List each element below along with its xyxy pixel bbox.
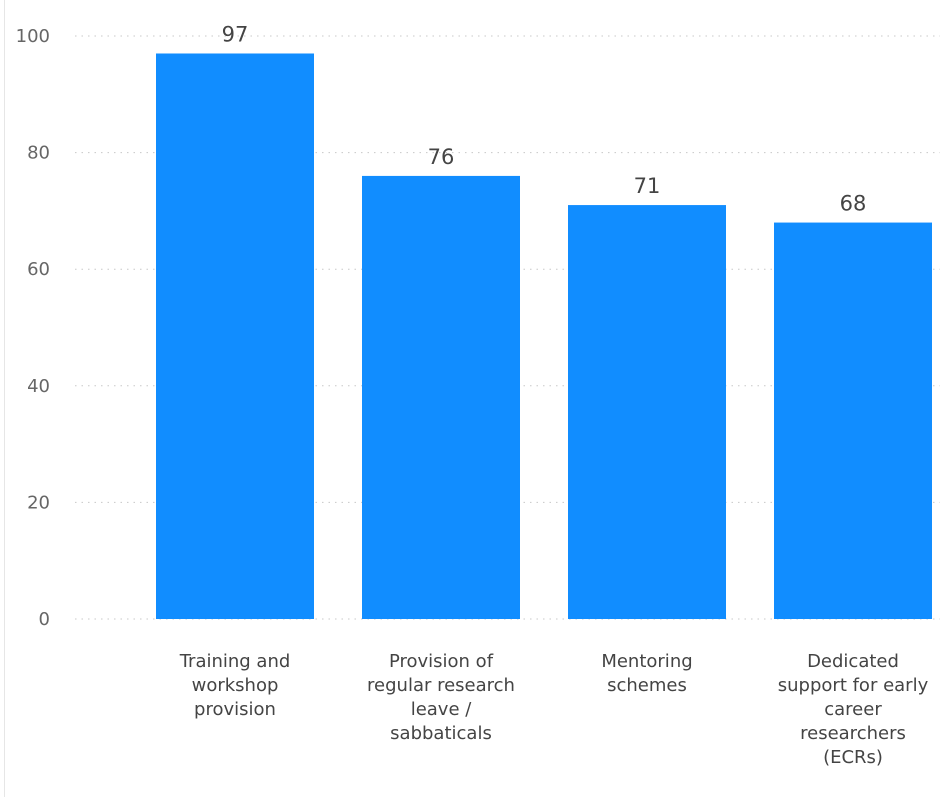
x-category-label: workshop xyxy=(192,675,279,696)
bar xyxy=(156,53,314,620)
bar-value-label: 71 xyxy=(634,174,661,198)
y-tick-label: 100 xyxy=(16,26,50,47)
y-tick-label: 0 xyxy=(39,609,50,630)
bar xyxy=(568,205,726,619)
x-category-label: leave / xyxy=(411,699,473,720)
x-category-label: regular research xyxy=(367,675,515,696)
bar-value-label: 76 xyxy=(428,145,455,169)
y-tick-label: 80 xyxy=(27,143,50,164)
x-category-label: schemes xyxy=(607,675,687,696)
x-category-label: Mentoring xyxy=(601,651,692,672)
x-category-label: researchers xyxy=(800,723,906,744)
x-category-label: sabbaticals xyxy=(390,723,492,744)
frame-left-border xyxy=(4,0,5,797)
bar xyxy=(362,175,520,620)
bar-value-label: 97 xyxy=(222,22,249,46)
x-category-label: career xyxy=(824,699,882,720)
bar xyxy=(774,222,932,619)
x-category-label: Provision of xyxy=(389,651,494,672)
x-category-label: (ECRs) xyxy=(823,747,883,768)
bar-value-label: 68 xyxy=(840,192,867,216)
x-category-label: Dedicated xyxy=(807,651,899,672)
x-category-label: provision xyxy=(194,699,276,720)
x-category-label: support for early xyxy=(778,675,929,696)
y-tick-label: 60 xyxy=(27,259,50,280)
x-category-label: Training and xyxy=(179,651,291,672)
y-tick-label: 40 xyxy=(27,376,50,397)
y-tick-label: 20 xyxy=(27,492,50,513)
